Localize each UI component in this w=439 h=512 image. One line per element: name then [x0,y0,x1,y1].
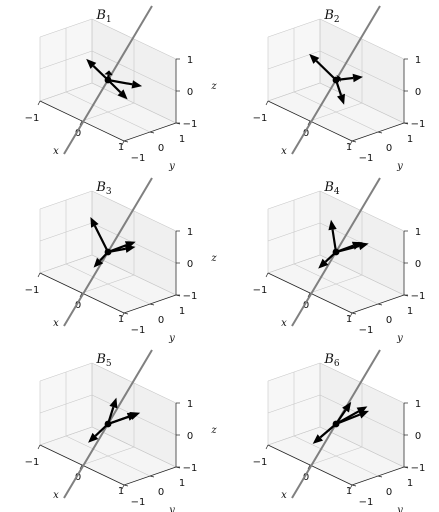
x-tick-1: 1 [118,486,124,497]
z-tick-0: 0 [415,87,421,98]
origin-point [333,77,340,84]
panel-title: B5 [95,352,112,369]
y-axis-label: y [396,333,403,344]
z-tick-1: 1 [187,227,193,238]
z-tick-1: 1 [415,399,421,410]
x-axis-label: x [281,490,287,501]
x-axis-label: x [281,146,287,157]
y-tick-0: 0 [158,315,164,326]
y-axis-label: y [168,333,175,344]
y-axis-label: y [396,161,403,172]
z-tick-neg-1: −1 [183,463,198,474]
x-tick-1: 1 [346,486,352,497]
panel-5: −1 0 1 −1 0 1 −1 0 1 x y z B5 [25,350,218,512]
y-tick-neg-1: −1 [131,497,146,508]
panel-title: B1 [95,8,111,25]
origin-point [333,249,340,256]
z-tick-neg-1: −1 [183,291,198,302]
y-tick-0: 0 [386,487,392,498]
x-axis-label: x [53,146,59,157]
y-tick-neg-1: −1 [131,325,146,336]
x-tick-neg-1: −1 [253,457,268,468]
z-tick-1: 1 [187,55,193,66]
z-tick-0: 0 [415,431,421,442]
y-tick-0: 0 [386,143,392,154]
z-tick-neg-1: −1 [411,463,426,474]
x-axis-label: x [281,318,287,329]
x-tick-1: 1 [346,314,352,325]
z-tick-1: 1 [187,399,193,410]
origin-point [105,249,112,256]
y-tick-neg-1: −1 [359,497,374,508]
panel-title: B3 [95,180,112,197]
y-tick-1: 1 [407,134,413,145]
x-axis-label: x [53,490,59,501]
x-tick-neg-1: −1 [25,113,40,124]
y-tick-1: 1 [179,306,185,317]
x-tick-neg-1: −1 [253,113,268,124]
panel-4: −101−101−101xyzB4 [253,178,439,344]
z-tick-neg-1: −1 [411,119,426,130]
z-tick-0: 0 [415,259,421,270]
y-tick-neg-1: −1 [359,153,374,164]
panel-title: B6 [323,352,340,369]
x-axis-label: x [53,318,59,329]
y-tick-1: 1 [407,478,413,489]
z-axis-label: z [210,81,217,92]
y-tick-1: 1 [407,306,413,317]
origin-point [105,77,112,84]
panel-3: −1 0 1 −1 0 1 −1 0 1 x y z B3 [25,178,218,344]
z-tick-neg-1: −1 [411,291,426,302]
y-axis-label: y [168,505,175,512]
y-tick-1: 1 [179,134,185,145]
z-tick-0: 0 [187,259,193,270]
z-tick-1: 1 [415,227,421,238]
x-tick-neg-1: −1 [25,457,40,468]
x-tick-1: 1 [118,314,124,325]
x-tick-neg-1: −1 [253,285,268,296]
x-tick-1: 1 [346,142,352,153]
origin-point [333,421,340,428]
y-axis-label: y [396,505,403,512]
y-tick-0: 0 [386,315,392,326]
z-axis-label: z [210,253,217,264]
z-tick-1: 1 [415,55,421,66]
x-tick-neg-1: −1 [25,285,40,296]
y-tick-0: 0 [158,487,164,498]
panel-6: −101−101−101xyzB6 [253,350,439,512]
z-tick-0: 0 [187,87,193,98]
y-tick-neg-1: −1 [131,153,146,164]
y-axis-label: y [168,161,175,172]
panel-2: −101−101−101xyzB2 [253,6,439,172]
y-tick-neg-1: −1 [359,325,374,336]
panel-1: −1 0 1 −1 0 1 −1 0 1 x y z B1 [25,6,218,172]
origin-point [105,421,112,428]
z-tick-0: 0 [187,431,193,442]
y-tick-0: 0 [158,143,164,154]
z-tick-neg-1: −1 [183,119,198,130]
panel-title: B4 [323,180,340,197]
panel-title: B2 [323,8,339,25]
z-axis-label: z [210,425,217,436]
y-tick-1: 1 [179,478,185,489]
x-tick-1: 1 [118,142,124,153]
